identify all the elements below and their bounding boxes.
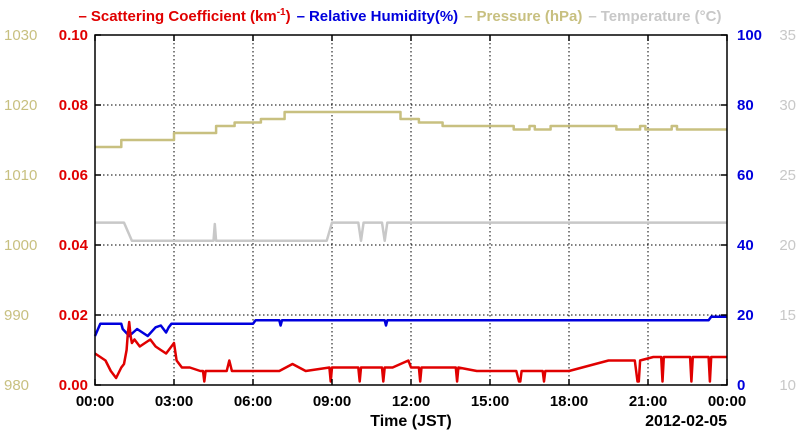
temperature-axis-tick-label: 30 [779, 97, 796, 114]
date-label: 2012-02-05 [645, 413, 727, 430]
title-scattering-close: ) [286, 8, 291, 25]
humidity-axis-tick-label: 40 [737, 237, 754, 254]
pressure-axis-tick-label: 1010 [4, 167, 37, 184]
temperature-axis-tick-label: 35 [779, 27, 796, 44]
humidity-series-line [93, 315, 727, 338]
x-tick-label: 00:00 [76, 393, 114, 410]
pressure-axis-tick-label: 1020 [4, 97, 37, 114]
scattering-axis-tick-label: 0.02 [59, 307, 88, 324]
title-scattering-sup: -1 [277, 7, 286, 18]
title-pressure: Pressure (hPa) [477, 8, 583, 25]
x-tick-label: 00:00 [708, 393, 746, 410]
temperature-axis-tick-label: 25 [779, 167, 796, 184]
chart-title: – Scattering Coefficient (km-1) – Relative … [79, 7, 722, 25]
tick-group [94, 34, 728, 386]
title-humidity-dash: – [297, 8, 305, 25]
pressure-axis-tick-label: 1000 [4, 237, 37, 254]
humidity-axis-tick-label: 80 [737, 97, 754, 114]
x-tick-label: 03:00 [155, 393, 193, 410]
scattering-series-line [94, 320, 727, 383]
x-tick-label: 21:00 [629, 393, 667, 410]
x-tick-label: 12:00 [392, 393, 430, 410]
humidity-axis-tick-label: 60 [737, 167, 754, 184]
scattering-axis-tick-label: 0.10 [59, 27, 88, 44]
title-scattering: Scattering Coefficient (km [91, 8, 277, 25]
x-tick-label: 09:00 [313, 393, 351, 410]
series-group [93, 110, 727, 383]
temperature-axis-tick-label: 20 [779, 237, 796, 254]
title-temperature: Temperature (°C) [601, 8, 722, 25]
humidity-axis-tick-label: 100 [737, 27, 762, 44]
temperature-axis-tick-label: 10 [779, 377, 796, 394]
humidity-axis-tick-label: 20 [737, 307, 754, 324]
humidity-axis-tick-label: 0 [737, 377, 745, 394]
scattering-axis-tick-label: 0.08 [59, 97, 88, 114]
pressure-axis-tick-label: 980 [4, 377, 29, 394]
title-temperature-dash: – [588, 8, 596, 25]
title-scattering-dash: – [79, 8, 87, 25]
grid [95, 35, 727, 385]
scattering-axis-tick-label: 0.06 [59, 167, 88, 184]
pressure-series-line [95, 110, 727, 149]
scattering-axis-tick-label: 0.00 [59, 377, 88, 394]
tick-label-group: 00:00 03:00 06:00 09:00 12:00 15:00 18:00 21:00… [4, 27, 796, 410]
x-tick-label: 15:00 [471, 393, 509, 410]
title-humidity: Relative Humidity(%) [309, 8, 458, 25]
pressure-axis-tick-label: 990 [4, 307, 29, 324]
temperature-axis-tick-label: 15 [779, 307, 796, 324]
pressure-axis-tick-label: 1030 [4, 27, 37, 44]
title-pressure-dash: – [464, 8, 472, 25]
x-tick-label: 18:00 [550, 393, 588, 410]
scattering-axis-tick-label: 0.04 [59, 237, 89, 254]
temperature-series-line [95, 221, 727, 243]
x-axis-label: Time (JST) [370, 413, 452, 430]
x-tick-label: 06:00 [234, 393, 272, 410]
